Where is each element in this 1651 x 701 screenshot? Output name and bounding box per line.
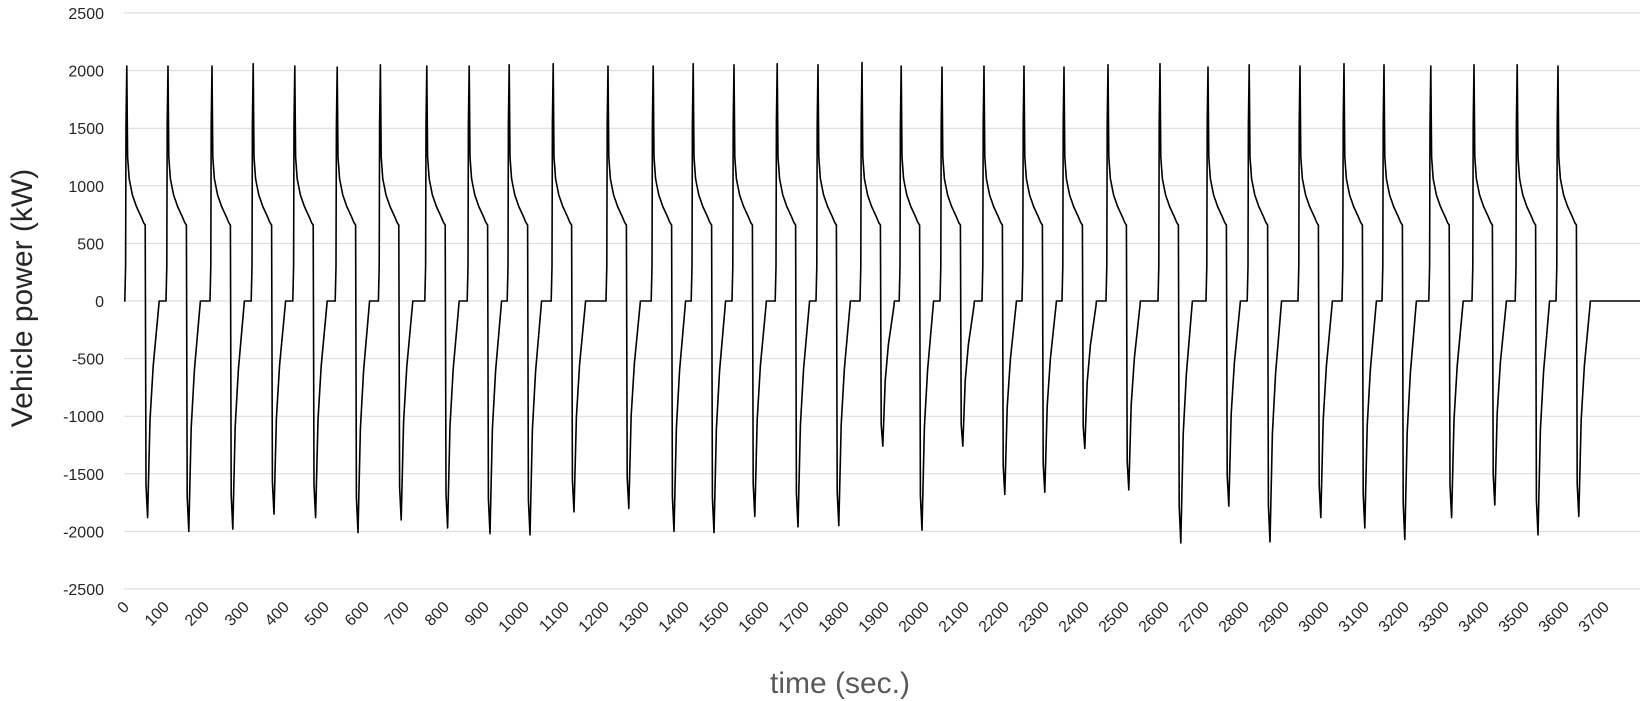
gridlines bbox=[124, 12, 1640, 590]
x-tick-label: 800 bbox=[422, 599, 453, 630]
x-tick-label: 2200 bbox=[976, 599, 1013, 636]
x-tick-label: 2800 bbox=[1216, 599, 1253, 636]
x-tick-label: 3000 bbox=[1296, 599, 1333, 636]
x-tick-label: 1700 bbox=[776, 599, 813, 636]
x-tick-label: 0 bbox=[115, 599, 133, 617]
x-tick-label: 900 bbox=[462, 599, 493, 630]
x-tick-label: 500 bbox=[302, 599, 333, 630]
series-layer bbox=[124, 61, 1640, 544]
x-tick-label: 1100 bbox=[536, 599, 572, 635]
x-tick-label: 1400 bbox=[656, 599, 693, 636]
x-tick-label: 1800 bbox=[816, 599, 853, 636]
y-axis-label: Vehicle power (kW) bbox=[6, 169, 39, 427]
x-tick-label: 300 bbox=[222, 599, 253, 630]
x-tick-label: 2900 bbox=[1256, 599, 1293, 636]
x-tick-label: 100 bbox=[142, 599, 173, 630]
x-tick-label: 700 bbox=[382, 599, 413, 630]
x-axis-label: time (sec.) bbox=[770, 667, 910, 700]
y-tick-label: -500 bbox=[72, 352, 104, 369]
x-tick-label: 400 bbox=[262, 599, 293, 630]
x-tick-label: 3700 bbox=[1576, 599, 1613, 636]
y-tick-label: -2000 bbox=[63, 524, 104, 541]
x-tick-label: 3500 bbox=[1496, 599, 1533, 636]
x-tick-label: 2000 bbox=[896, 599, 933, 636]
x-tick-label: 2600 bbox=[1136, 599, 1173, 636]
y-tick-label: -2500 bbox=[63, 582, 104, 599]
y-axis-ticks: 2500 2000 1500 1000 500 0 -500 -1000 -1500 -2000 -… bbox=[63, 6, 104, 599]
x-tick-label: 2500 bbox=[1096, 599, 1133, 636]
y-tick-label: 500 bbox=[77, 236, 104, 253]
x-tick-label: 1300 bbox=[616, 599, 653, 636]
x-tick-label: 3200 bbox=[1376, 599, 1413, 636]
x-tick-label: 3100 bbox=[1336, 599, 1373, 636]
y-tick-label: 2500 bbox=[68, 6, 104, 23]
y-tick-label: -1500 bbox=[63, 467, 104, 484]
x-tick-label: 3600 bbox=[1536, 599, 1573, 636]
y-tick-label: 1000 bbox=[68, 179, 104, 196]
x-tick-label: 200 bbox=[182, 599, 213, 630]
x-tick-label: 2100 bbox=[936, 599, 973, 636]
x-tick-label: 2300 bbox=[1016, 599, 1053, 636]
x-tick-label: 2700 bbox=[1176, 599, 1213, 636]
x-tick-label: 1000 bbox=[496, 599, 533, 636]
x-axis-ticks: 0 100 200 300 400 500 600 700 800 900 1000 1100 1200… bbox=[115, 599, 1613, 636]
x-tick-label: 1600 bbox=[736, 599, 773, 636]
series-line-vehicle-power bbox=[124, 61, 1640, 544]
y-tick-label: 0 bbox=[95, 294, 104, 311]
y-tick-label: 1500 bbox=[68, 121, 104, 138]
y-tick-label: -1000 bbox=[63, 409, 104, 426]
x-tick-label: 1900 bbox=[856, 599, 893, 636]
x-tick-label: 600 bbox=[342, 599, 373, 630]
y-tick-label: 2000 bbox=[68, 64, 104, 81]
x-tick-label: 3300 bbox=[1416, 599, 1453, 636]
x-tick-label: 2400 bbox=[1056, 599, 1093, 636]
x-tick-label: 3400 bbox=[1456, 599, 1493, 636]
x-tick-label: 1500 bbox=[696, 599, 733, 636]
x-tick-label: 1200 bbox=[576, 599, 613, 636]
